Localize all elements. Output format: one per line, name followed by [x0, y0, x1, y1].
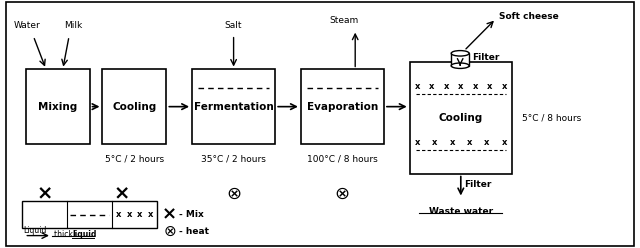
Bar — [451, 53, 469, 66]
Text: ⊗: ⊗ — [226, 185, 241, 202]
Text: x: x — [484, 138, 490, 147]
Text: x: x — [472, 82, 478, 91]
Text: Cooling: Cooling — [438, 113, 483, 123]
Bar — [410, 62, 512, 174]
Text: 35°C / 2 hours: 35°C / 2 hours — [201, 154, 266, 163]
Text: Filter: Filter — [464, 180, 492, 189]
Text: Fermentation: Fermentation — [194, 102, 273, 112]
Text: ×: × — [113, 184, 130, 203]
Text: x: x — [415, 82, 420, 91]
Text: x: x — [502, 138, 507, 147]
Text: Water: Water — [13, 21, 40, 30]
Text: ×: × — [36, 184, 53, 203]
Text: Cooling: Cooling — [112, 102, 157, 112]
Text: x: x — [415, 138, 420, 147]
Text: liquid: liquid — [72, 230, 97, 239]
Bar — [301, 69, 384, 144]
Bar — [22, 201, 157, 228]
Ellipse shape — [451, 51, 469, 56]
Text: x: x — [449, 138, 455, 147]
Text: x: x — [487, 82, 493, 91]
Text: 100°C / 8 hours: 100°C / 8 hours — [307, 154, 378, 163]
Bar — [26, 69, 90, 144]
Text: - heat: - heat — [179, 227, 209, 236]
Text: Liquid: Liquid — [24, 226, 47, 235]
Text: x: x — [458, 82, 463, 91]
Text: ⊗: ⊗ — [335, 185, 350, 202]
Text: 5°C / 8 hours: 5°C / 8 hours — [522, 113, 581, 122]
Text: x: x — [432, 138, 437, 147]
Text: 5°C / 2 hours: 5°C / 2 hours — [105, 154, 164, 163]
Text: x: x — [429, 82, 435, 91]
Text: x: x — [116, 210, 121, 219]
Text: Soft cheese: Soft cheese — [499, 12, 559, 21]
Ellipse shape — [451, 63, 469, 68]
Text: ×: × — [162, 206, 177, 223]
Text: x: x — [467, 138, 472, 147]
Text: - Mix: - Mix — [179, 210, 204, 219]
Text: x: x — [444, 82, 449, 91]
Text: thick: thick — [54, 230, 75, 239]
Text: x: x — [148, 210, 153, 219]
Bar — [102, 69, 166, 144]
Text: x: x — [137, 210, 143, 219]
Text: Evaporation: Evaporation — [307, 102, 378, 112]
Text: Mixing: Mixing — [38, 102, 77, 112]
Text: x: x — [126, 210, 132, 219]
Text: Waste water: Waste water — [429, 207, 493, 216]
Text: Filter: Filter — [472, 53, 500, 62]
Text: x: x — [502, 82, 507, 91]
Text: Salt: Salt — [225, 21, 243, 30]
Text: ⊗: ⊗ — [163, 224, 176, 239]
Text: Steam: Steam — [329, 16, 358, 25]
Text: Milk: Milk — [65, 21, 83, 30]
Bar — [192, 69, 275, 144]
